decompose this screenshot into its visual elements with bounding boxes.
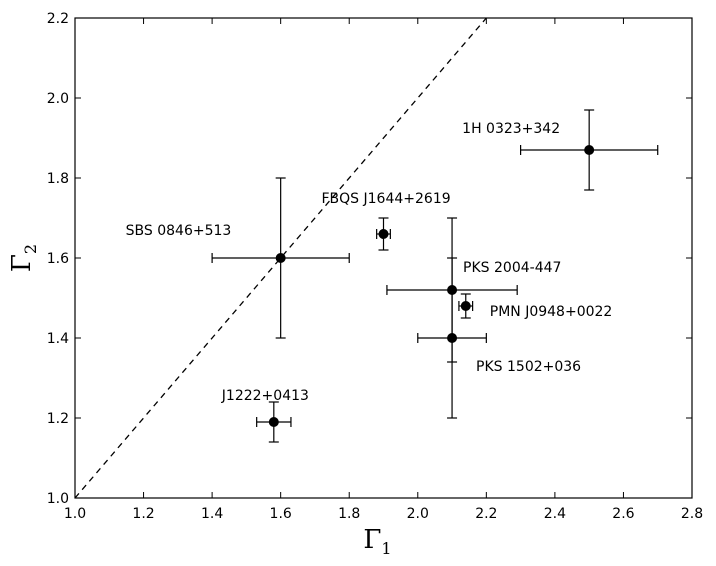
data-point [447, 285, 458, 295]
point-label: PKS 1502+036 [476, 359, 581, 375]
x-tick-label: 1.2 [132, 506, 154, 522]
x-tick-label: 2.0 [407, 506, 429, 522]
data-point [460, 301, 471, 311]
x-tick-label: 1.6 [270, 506, 292, 522]
x-tick-label: 2.2 [475, 506, 497, 522]
x-tick-label: 2.6 [612, 506, 634, 522]
y-tick-label: 1.4 [47, 331, 69, 347]
x-tick-label: 1.0 [64, 506, 86, 522]
x-axis-label-main: Γ [363, 525, 381, 555]
y-tick-label: 1.0 [47, 491, 69, 507]
point-label: FBQS J1644+2619 [322, 191, 451, 207]
plot-frame [74, 17, 693, 499]
point-label: 1H 0323+342 [462, 121, 560, 137]
point-label: PMN J0948+0022 [490, 304, 613, 320]
y-tick-label: 1.6 [47, 251, 69, 267]
x-axis-label: Γ1 [363, 525, 391, 558]
x-tick-label: 2.4 [544, 506, 566, 522]
y-axis-label: Γ2 [7, 244, 40, 272]
data-point [378, 229, 389, 239]
data-point [275, 253, 286, 263]
y-tick-label: 1.2 [47, 411, 69, 427]
data-point [268, 417, 279, 427]
x-tick-label: 2.8 [681, 506, 703, 522]
x-axis-label-sub: 1 [381, 539, 391, 558]
point-label: SBS 0846+513 [126, 223, 232, 239]
x-tick-label: 1.8 [338, 506, 360, 522]
x-tick-label: 1.4 [201, 506, 223, 522]
y-axis-label-main: Γ [7, 254, 37, 272]
y-tick-label: 1.8 [47, 171, 69, 187]
data-point [447, 333, 458, 343]
data-point [584, 145, 595, 155]
y-axis-label-sub: 2 [21, 244, 40, 254]
point-label: J1222+0413 [221, 388, 309, 404]
point-label: PKS 2004-447 [463, 260, 561, 276]
y-tick-label: 2.2 [47, 11, 69, 27]
y-tick-label: 2.0 [47, 91, 69, 107]
